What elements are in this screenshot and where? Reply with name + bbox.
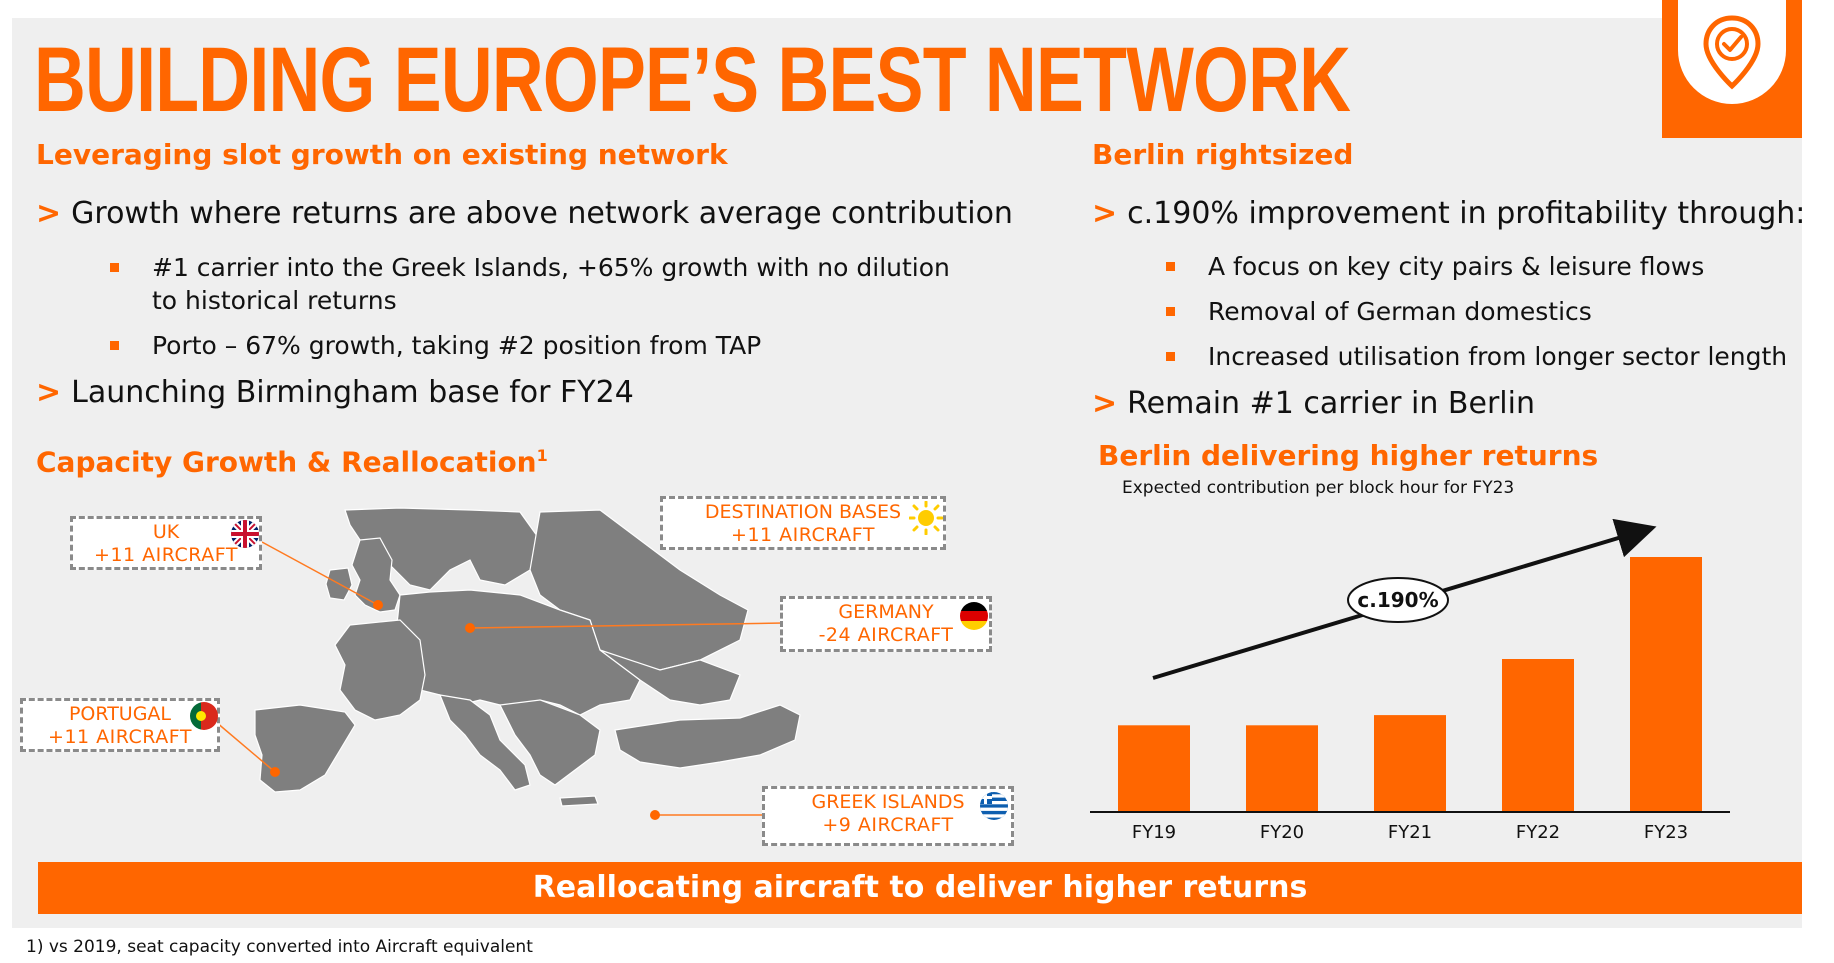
chevron-right-icon: > bbox=[1092, 196, 1118, 231]
callout-germany-label: GERMANY bbox=[838, 601, 934, 623]
bar-fy19 bbox=[1118, 725, 1190, 812]
germany-flag-icon bbox=[960, 602, 988, 630]
right-bullet-2-text: Remain #1 carrier in Berlin bbox=[1127, 386, 1535, 421]
tick-label-fy19: FY19 bbox=[1132, 822, 1176, 843]
bottom-banner: Reallocating aircraft to deliver higher … bbox=[38, 862, 1802, 914]
europe-landmass bbox=[254, 507, 801, 807]
location-check-icon bbox=[1703, 15, 1761, 90]
tick-label-fy20: FY20 bbox=[1260, 822, 1304, 843]
europe-map bbox=[215, 507, 801, 820]
right-subbullet-3-text: Increased utilisation from longer sector… bbox=[1208, 342, 1788, 371]
left-bullet-1: > Growth where returns are above network … bbox=[36, 196, 1013, 232]
bar-fy21 bbox=[1374, 715, 1446, 812]
map-markers bbox=[270, 600, 660, 820]
callout-uk-label: UK bbox=[152, 521, 180, 543]
portugal-flag-icon bbox=[190, 702, 218, 730]
bar-fy23 bbox=[1630, 557, 1702, 812]
left-subbullet-2-text: Porto – 67% growth, taking #2 position f… bbox=[152, 331, 762, 360]
square-bullet-icon bbox=[1166, 352, 1175, 361]
left-subbullet-2: Porto – 67% growth, taking #2 position f… bbox=[110, 329, 762, 362]
uk-flag-icon bbox=[231, 520, 259, 548]
chart-heading: Berlin delivering higher returns bbox=[1098, 439, 1599, 472]
page-title: BUILDING EUROPE’S BEST NETWORK bbox=[34, 29, 1351, 131]
bar-series bbox=[1118, 557, 1702, 812]
callout-greek-islands: GREEK ISLANDS +9 AIRCRAFT bbox=[762, 786, 1014, 846]
growth-annotation-text: c.190% bbox=[1357, 588, 1438, 612]
bar-chart: FY19 FY20 FY21 FY22 FY23 c.190% bbox=[1090, 518, 1730, 843]
callout-portugal-label: PORTUGAL bbox=[68, 703, 172, 725]
square-bullet-icon bbox=[1166, 262, 1175, 271]
left-subbullet-1: #1 carrier into the Greek Islands, +65% … bbox=[110, 251, 972, 317]
right-subbullet-1: A focus on key city pairs & leisure flow… bbox=[1166, 250, 1705, 283]
callout-greek-value: +9 AIRCRAFT bbox=[822, 814, 954, 836]
left-bullet-2: > Launching Birmingham base for FY24 bbox=[36, 375, 634, 411]
left-bullet-2-text: Launching Birmingham base for FY24 bbox=[71, 375, 634, 410]
chevron-right-icon: > bbox=[1092, 386, 1118, 421]
map-heading-text: Capacity Growth & Reallocation bbox=[36, 445, 537, 479]
right-bullet-1: > c.190% improvement in profitability thr… bbox=[1092, 196, 1805, 232]
map-heading: Capacity Growth & Reallocation1 bbox=[36, 439, 548, 479]
logo-badge bbox=[1662, 0, 1802, 138]
right-subbullet-2-text: Removal of German domestics bbox=[1208, 297, 1592, 326]
tick-label-fy23: FY23 bbox=[1644, 822, 1688, 843]
bar-fy22 bbox=[1502, 659, 1574, 812]
square-bullet-icon bbox=[1166, 307, 1175, 316]
callout-germany: GERMANY -24 AIRCRAFT bbox=[780, 596, 992, 652]
connector-lines bbox=[215, 541, 784, 816]
callout-germany-value: -24 AIRCRAFT bbox=[818, 624, 954, 646]
footnote-marker: 1 bbox=[536, 446, 548, 465]
right-heading: Berlin rightsized bbox=[1092, 138, 1354, 171]
square-bullet-icon bbox=[110, 341, 119, 350]
left-heading: Leveraging slot growth on existing netwo… bbox=[36, 138, 728, 171]
bar-fy20 bbox=[1246, 725, 1318, 812]
x-axis-ticks: FY19 FY20 FY21 FY22 FY23 bbox=[1132, 822, 1688, 843]
tick-label-fy22: FY22 bbox=[1516, 822, 1560, 843]
square-bullet-icon bbox=[110, 263, 119, 272]
right-bullet-2: > Remain #1 carrier in Berlin bbox=[1092, 386, 1535, 422]
right-subbullet-3: Increased utilisation from longer sector… bbox=[1166, 340, 1788, 373]
left-subbullet-1-text: #1 carrier into the Greek Islands, +65% … bbox=[152, 253, 950, 315]
callout-uk: UK +11 AIRCRAFT bbox=[70, 516, 262, 570]
callout-uk-value: +11 AIRCRAFT bbox=[94, 544, 238, 566]
callout-portugal-value: +11 AIRCRAFT bbox=[48, 726, 192, 748]
right-subbullet-2: Removal of German domestics bbox=[1166, 295, 1592, 328]
tick-label-fy21: FY21 bbox=[1388, 822, 1432, 843]
callout-destination-bases: DESTINATION BASES +11 AIRCRAFT bbox=[660, 496, 946, 550]
right-bullet-1-text: c.190% improvement in profitability thro… bbox=[1127, 196, 1806, 231]
right-subbullet-1-text: A focus on key city pairs & leisure flow… bbox=[1208, 252, 1705, 281]
callout-greek-label: GREEK ISLANDS bbox=[811, 791, 965, 813]
chevron-right-icon: > bbox=[36, 196, 62, 231]
sun-icon bbox=[909, 501, 943, 535]
left-bullet-1-text: Growth where returns are above network a… bbox=[71, 196, 1013, 231]
chart-caption: Expected contribution per block hour for… bbox=[1122, 478, 1515, 498]
logo-circle bbox=[1678, 0, 1786, 104]
growth-annotation: c.190% bbox=[1347, 577, 1449, 623]
chevron-right-icon: > bbox=[36, 375, 62, 410]
callout-portugal: PORTUGAL +11 AIRCRAFT bbox=[20, 698, 220, 752]
callout-destination-value: +11 AIRCRAFT bbox=[731, 524, 875, 546]
callout-destination-label: DESTINATION BASES bbox=[704, 501, 902, 523]
footnote: 1) vs 2019, seat capacity converted into… bbox=[26, 937, 533, 957]
greece-flag-icon bbox=[980, 792, 1008, 820]
